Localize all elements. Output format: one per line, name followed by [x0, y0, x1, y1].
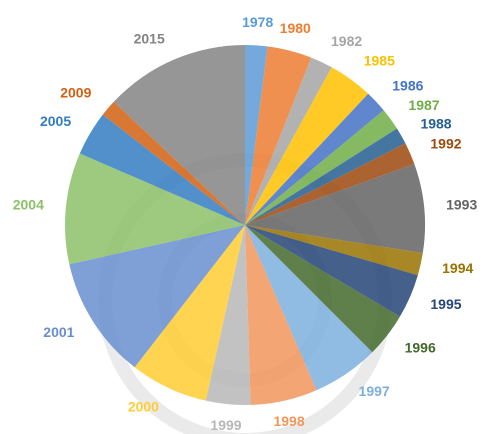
slice-label: 1987	[408, 97, 439, 113]
slice-label: 2009	[60, 85, 91, 101]
slice-label: 1998	[273, 413, 304, 429]
slice-label: 1988	[420, 116, 451, 132]
slice-label: 1980	[280, 20, 311, 36]
slice-label: 1982	[331, 33, 362, 49]
slice-label: 1999	[210, 417, 241, 433]
slice-label: 1978	[242, 14, 273, 30]
slice-label: 2015	[134, 30, 165, 46]
slice-label: 1986	[392, 77, 423, 93]
slice-label: 1995	[430, 296, 461, 312]
page: {"chart_data": {"type": "pie", "categori…	[0, 0, 484, 434]
slice-label: 2001	[43, 324, 74, 340]
slice-label: 1992	[430, 135, 461, 151]
slice-label: 2005	[40, 113, 71, 129]
slice-label: 2000	[128, 398, 159, 414]
slice-label: 1994	[442, 260, 473, 276]
slice-label: 1997	[359, 383, 390, 399]
slice-label: 2004	[13, 197, 44, 213]
slice-label: 1985	[364, 52, 395, 68]
chart: 1978 1980 19821985 1986 1987 1988 1992 1993 1994…	[0, 0, 484, 434]
slice-label: 1996	[405, 340, 436, 356]
slice-label: 1993	[446, 197, 477, 213]
